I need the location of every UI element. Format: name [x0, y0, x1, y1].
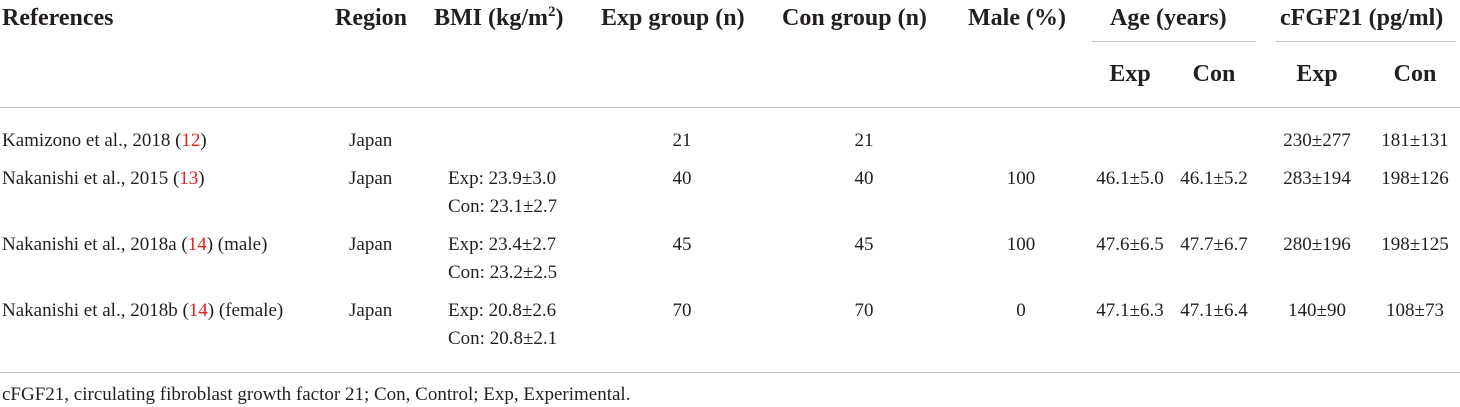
- reference-text: Nakanishi et al., 2018a (: [2, 234, 188, 255]
- header-bmi-text: BMI (kg/m: [434, 5, 548, 31]
- reference-link[interactable]: 13: [179, 168, 199, 189]
- reference-close: ) (male): [206, 234, 268, 255]
- row-4-reference: Nakanishi et al., 2018b (14) (female): [2, 298, 283, 323]
- header-con-group: Con group (n): [782, 5, 927, 31]
- header-bmi: BMI (kg/m2): [434, 4, 564, 32]
- bottom-rule: [0, 372, 1460, 373]
- row-3-age-exp: 47.6±6.5: [1096, 234, 1164, 255]
- header-bmi-close: ): [555, 5, 564, 31]
- row-4-age-con: 47.1±6.4: [1180, 300, 1248, 321]
- row-2-age-con: 46.1±5.2: [1180, 168, 1248, 189]
- header-exp-group: Exp group (n): [601, 5, 745, 31]
- row-2-cfgf-exp: 283±194: [1283, 168, 1351, 189]
- row-2-con-n: 40: [854, 168, 874, 189]
- row-3-con-n: 45: [854, 234, 874, 255]
- row-3-reference: Nakanishi et al., 2018a (14) (male): [2, 232, 267, 257]
- row-4-age-exp: 47.1±6.3: [1096, 300, 1164, 321]
- row-2-male: 100: [1006, 168, 1036, 189]
- header-age-con: Con: [1192, 61, 1236, 87]
- header-rule: [0, 107, 1460, 108]
- row-2-age-exp: 46.1±5.0: [1096, 168, 1164, 189]
- row-3-bmi-con: Con: 23.2±2.5: [448, 262, 558, 283]
- header-age-exp: Exp: [1109, 61, 1151, 87]
- reference-link[interactable]: 14: [188, 300, 208, 321]
- row-1-exp-n: 21: [672, 130, 692, 151]
- row-4-exp-n: 70: [672, 300, 692, 321]
- reference-text: Kamizono et al., 2018 (: [2, 130, 182, 151]
- row-2-reference: Nakanishi et al., 2015 (13): [2, 166, 205, 191]
- row-2-bmi-exp: Exp: 23.9±3.0: [448, 168, 557, 189]
- row-2-bmi-con: Con: 23.1±2.7: [448, 196, 558, 217]
- row-3-cfgf-con: 198±125: [1381, 234, 1449, 255]
- table-footnote: cFGF21, circulating fibroblast growth fa…: [2, 384, 631, 405]
- reference-close: ): [200, 130, 207, 151]
- row-4-region: Japan: [349, 300, 393, 321]
- row-1-cfgf-exp: 230±277: [1283, 130, 1351, 151]
- row-4-con-n: 70: [854, 300, 874, 321]
- row-3-cfgf-exp: 280±196: [1283, 234, 1351, 255]
- age-span-rule: [1092, 41, 1256, 42]
- row-4-cfgf-con: 108±73: [1386, 300, 1444, 321]
- row-1-reference: Kamizono et al., 2018 (12): [2, 128, 207, 153]
- header-cfgf-exp: Exp: [1296, 61, 1338, 87]
- row-1-cfgf-con: 181±131: [1381, 130, 1449, 151]
- row-2-cfgf-con: 198±126: [1381, 168, 1449, 189]
- reference-close: ) (female): [207, 300, 284, 321]
- row-2-region: Japan: [349, 168, 393, 189]
- header-cfgf21: cFGF21 (pg/ml): [1280, 5, 1444, 31]
- header-bmi-superscript: 2: [548, 4, 556, 20]
- row-3-male: 100: [1006, 234, 1036, 255]
- row-1-con-n: 21: [854, 130, 874, 151]
- header-cfgf-con: Con: [1393, 61, 1437, 87]
- reference-close: ): [198, 168, 205, 189]
- row-4-bmi-exp: Exp: 20.8±2.6: [448, 300, 557, 321]
- cfgf21-span-rule: [1276, 41, 1456, 42]
- reference-link[interactable]: 14: [187, 234, 207, 255]
- row-4-cfgf-exp: 140±90: [1288, 300, 1346, 321]
- row-2-exp-n: 40: [672, 168, 692, 189]
- reference-link[interactable]: 12: [181, 130, 201, 151]
- header-references: References: [2, 5, 114, 31]
- header-region: Region: [335, 5, 407, 31]
- row-3-age-con: 47.7±6.7: [1180, 234, 1248, 255]
- row-3-bmi-exp: Exp: 23.4±2.7: [448, 234, 557, 255]
- row-1-region: Japan: [349, 130, 393, 151]
- row-3-exp-n: 45: [672, 234, 692, 255]
- reference-text: Nakanishi et al., 2018b (: [2, 300, 189, 321]
- row-3-region: Japan: [349, 234, 393, 255]
- header-male: Male (%): [968, 5, 1066, 31]
- reference-text: Nakanishi et al., 2015 (: [2, 168, 180, 189]
- row-4-bmi-con: Con: 20.8±2.1: [448, 328, 558, 349]
- row-4-male: 0: [1016, 300, 1026, 321]
- header-age: Age (years): [1110, 5, 1227, 31]
